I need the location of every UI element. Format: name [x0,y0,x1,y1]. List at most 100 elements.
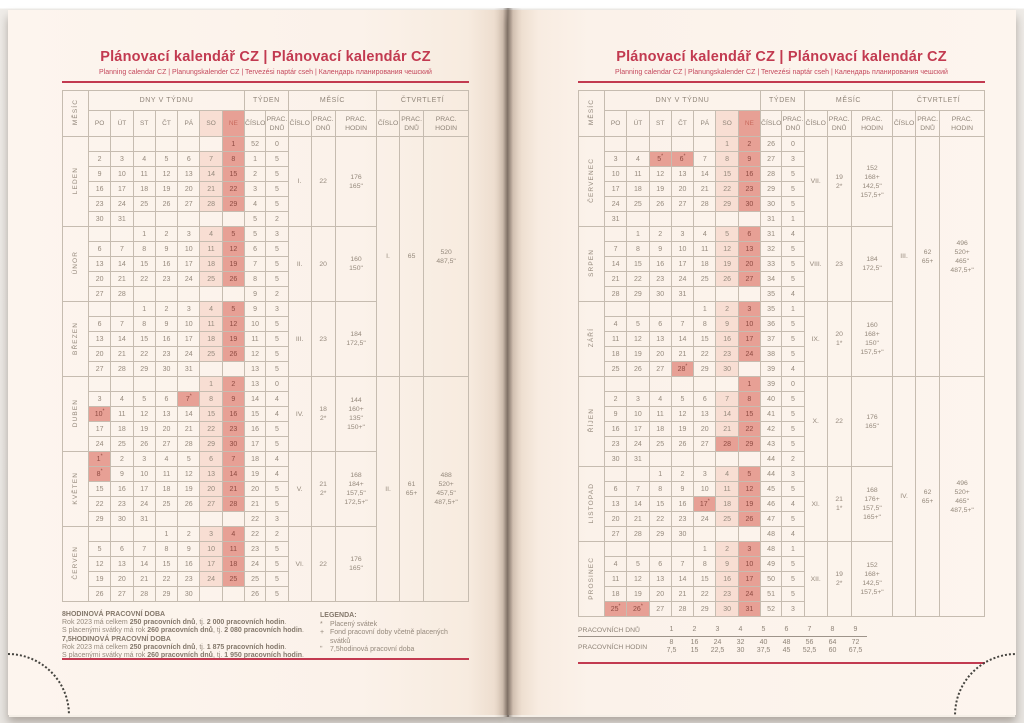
day-cell: 12 [715,241,739,257]
day-cell: 13 [199,466,223,482]
week-workdays-cell: 5 [265,181,289,197]
week-workdays-cell: 3 [265,226,289,242]
day-cell: 26 [221,271,246,287]
week-number-cell: 32 [760,241,783,257]
month-workhours-cell: 168 184+ 157,5ʺ 172,5+ʺ [334,451,378,527]
week-number-cell: 19 [244,466,267,482]
week-workdays-cell: 1 [781,541,805,557]
workhours-value: 16 15 [690,639,699,654]
weekday-header-ut: ÚT [110,110,134,137]
week-number-cell: 26 [244,586,267,602]
day-cell: 2 [110,451,134,467]
legend-symbol: ʺ [320,646,323,653]
month-workhours-cell: 176 165ʺ [334,136,378,227]
week-workdays-cell: 5 [781,241,805,257]
day-cell: 13 [603,496,628,512]
week-workdays-cell: 4 [781,496,805,512]
day-cell: 17 [87,421,112,437]
day-cell: 22 [693,346,717,362]
day-cell: 2 [648,226,672,242]
week-number-cell: 51 [760,586,783,602]
month-workdays-header: PRAC. DNŮ [310,110,336,137]
day-cell: 6 [154,391,179,407]
day-cell: 15 [154,556,179,572]
day-cell [603,466,628,482]
note-line: S placenými svátky má rok 260 pracovních… [62,652,304,659]
day-cell: 19 [737,496,762,512]
day-cell: 12 [177,466,201,482]
day-cell: 11 [221,541,246,557]
day-cell: 17 [737,331,762,347]
day-cell: 4 [221,526,246,542]
day-cell: 13 [154,406,179,422]
week-workdays-cell: 5 [781,331,805,347]
day-cell: 15 [737,406,762,422]
week-workdays-header: PRAC. DNŮ [265,110,289,137]
day-cell: 20 [87,271,112,287]
day-cell: 14 [670,331,695,347]
day-cell: 9 [737,151,762,167]
week-number-cell: 21 [244,496,267,512]
month-workdays-cell: 22 [310,136,336,227]
month-workdays-cell: 18 2* [310,376,336,452]
week-workdays-cell: 5 [781,346,805,362]
legend-symbol: + [320,629,325,636]
day-cell: 19 [626,586,650,602]
day-cell: 18 [199,331,223,347]
day-cell: 6 [110,541,134,557]
day-cell: 24 [670,271,695,287]
day-cell [199,211,223,227]
day-cell: 6 [693,391,717,407]
day-cell: 11 [132,166,156,182]
day-cell: 16 [154,256,179,272]
day-cell: 11 [715,481,739,497]
week-workdays-cell: 4 [265,466,289,482]
day-cell [154,211,179,227]
page-left: Plánovací kalendář CZ | Plánovací kalend… [8,10,508,715]
day-cell: 24 [603,196,628,212]
day-cell: 14 [693,166,717,182]
day-cell: 16 [648,256,672,272]
day-cell [110,226,134,242]
day-cell: 16 [715,571,739,587]
day-cell: 13 [693,406,717,422]
day-cell: 25 [154,496,179,512]
workdays-value: 7 [807,626,812,633]
day-cell [737,526,762,542]
day-cell [737,361,762,377]
day-cell: 10 [177,241,201,257]
page-subtitle: Planning calendar CZ | Planungskalender … [615,69,948,76]
day-cell: 27 [670,196,695,212]
day-cell: 1 [199,376,223,392]
day-cell: 22 [737,421,762,437]
day-cell: 3 [110,151,134,167]
day-cell: 7 [670,316,695,332]
week-number-cell: 36 [760,316,783,332]
legend-item: + Fond pracovní doby včetně placených svá… [320,629,470,646]
day-cell: 17 [132,481,156,497]
week-workdays-cell: 4 [781,361,805,377]
day-cell: 18 [221,556,246,572]
month-workhours-cell: 184 172,5ʺ [334,301,378,377]
weekday-header-ut: ÚT [626,110,650,137]
week-number-cell: 18 [244,451,267,467]
day-cell [87,376,112,392]
month-number-cell: IX. [803,301,828,377]
day-cell [221,511,246,527]
weekday-header-ne: NE [221,110,246,137]
day-cell [626,541,650,557]
day-cell: 25 [648,436,672,452]
day-cell: 10 [737,556,762,572]
day-cell: 5 [715,226,739,242]
day-cell: 10 [199,541,223,557]
day-cell: 27 [737,271,762,287]
day-cell: 27 [199,496,223,512]
week-workdays-cell: 2 [265,526,289,542]
week-workdays-cell: 5 [781,406,805,422]
week-workdays-cell: 5 [781,511,805,527]
note-title: 7,5HODINOVÁ PRACOVNÍ DOBA [62,636,171,643]
day-cell: 31 [626,451,650,467]
week-number-cell: 6 [244,241,267,257]
day-cell: 8 [693,316,717,332]
day-cell: 14 [177,406,201,422]
